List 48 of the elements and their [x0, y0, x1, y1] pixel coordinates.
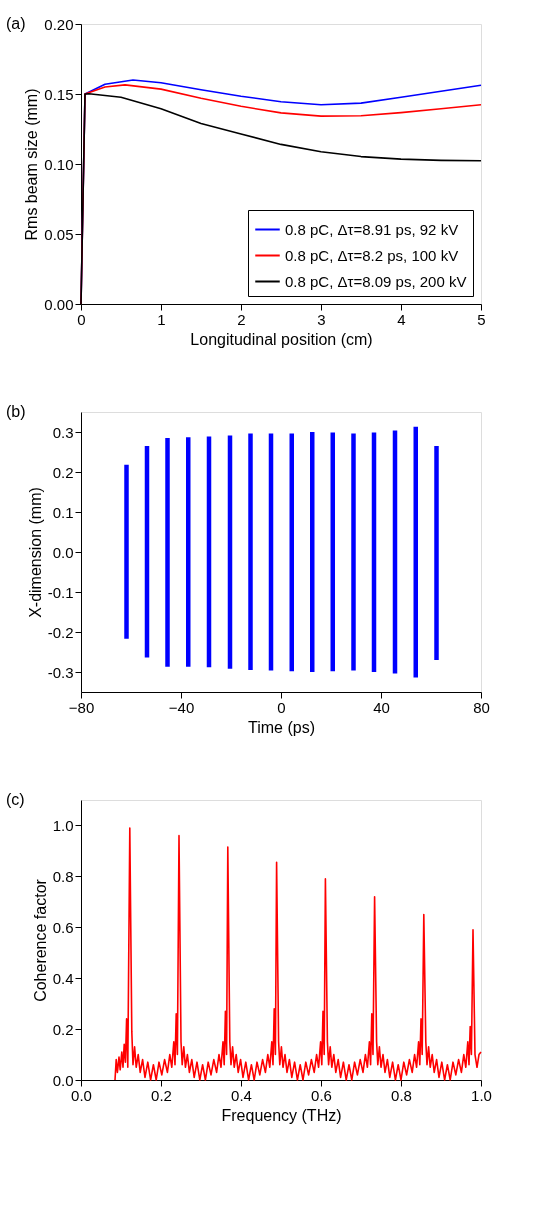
y-tick-label: 0.2	[52, 463, 74, 481]
x-tick-label: 0.6	[311, 1086, 332, 1104]
legend-label: 0.8 pC, Δτ=8.09 ps, 200 kV	[285, 272, 467, 290]
x-tick-label: 40	[373, 698, 390, 716]
x-axis-title: Longitudinal position (cm)	[190, 330, 373, 348]
legend-label: 0.8 pC, Δτ=8.91 ps, 92 kV	[285, 220, 459, 238]
y-tick-label: 0.0	[52, 1071, 74, 1089]
y-axis-title: Coherence factor	[31, 878, 49, 1002]
y-tick-label: 0.20	[44, 15, 74, 33]
x-tick-label: −40	[168, 698, 195, 716]
x-tick-label: 5	[477, 310, 486, 328]
y-axis-title: X-dimension (mm)	[26, 487, 44, 618]
x-tick-label: 3	[317, 310, 326, 328]
y-tick-label: 0.00	[44, 295, 74, 313]
y-tick-label: 0.6	[52, 918, 74, 936]
x-tick-label: 2	[237, 310, 246, 328]
text: (b)	[6, 403, 26, 420]
y-tick-label: 0.8	[52, 867, 74, 885]
y-tick-label: 0.2	[52, 1020, 74, 1038]
x-tick-label: 80	[473, 698, 490, 716]
x-tick-label: 1.0	[471, 1086, 492, 1104]
y-tick-label: 1.0	[52, 816, 74, 834]
x-tick-label: 0.4	[231, 1086, 252, 1104]
text: (a)	[6, 15, 26, 32]
y-tick-label: -0.3	[47, 663, 74, 681]
y-tick-label: 0.1	[52, 503, 74, 521]
x-tick-label: −80	[68, 698, 95, 716]
y-tick-label: -0.1	[47, 583, 74, 601]
x-axis-title: Frequency (THz)	[221, 1106, 342, 1124]
x-axis-title: Time (ps)	[248, 718, 315, 736]
x-tick-label: 1	[157, 310, 166, 328]
x-tick-label: 0	[277, 698, 286, 716]
text: (c)	[6, 791, 25, 808]
x-tick-label: 4	[397, 310, 406, 328]
y-tick-label: 0.15	[44, 85, 74, 103]
x-tick-label: 0.2	[151, 1086, 172, 1104]
y-tick-label: -0.2	[47, 623, 74, 641]
x-tick-label: 0.0	[71, 1086, 92, 1104]
y-tick-label: 0.0	[52, 543, 74, 561]
y-tick-label: 0.3	[52, 423, 74, 441]
legend-label: 0.8 pC, Δτ=8.2 ps, 100 kV	[285, 246, 459, 264]
y-tick-label: 0.4	[52, 969, 74, 987]
x-tick-label: 0	[77, 310, 86, 328]
y-tick-label: 0.05	[44, 225, 74, 243]
y-tick-label: 0.10	[44, 155, 74, 173]
y-axis-title: Rms beam size (mm)	[23, 88, 41, 241]
x-tick-label: 0.8	[391, 1086, 412, 1104]
line-series	[114, 827, 482, 1081]
